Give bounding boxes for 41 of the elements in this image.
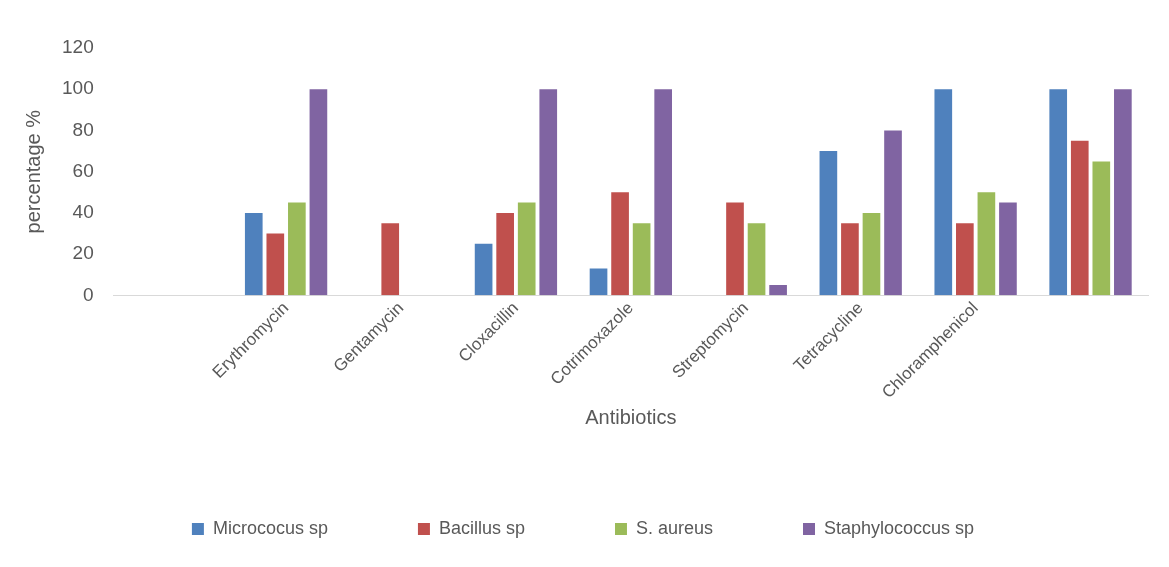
y-tick-label: 60 — [72, 159, 94, 181]
bar — [884, 130, 902, 296]
y-tick-label: 100 — [62, 77, 94, 99]
bar — [496, 212, 514, 296]
bar — [1049, 89, 1068, 296]
bar — [1092, 161, 1111, 296]
y-tick-label: 20 — [72, 242, 94, 264]
bar — [309, 89, 328, 296]
bar — [956, 223, 974, 296]
y-axis-title: percentage % — [21, 109, 44, 234]
bar — [266, 233, 285, 296]
bar — [819, 151, 838, 296]
bar — [654, 89, 673, 296]
legend-label: Micrococus sp — [212, 517, 328, 538]
bar — [1070, 140, 1089, 296]
bar — [517, 202, 536, 296]
bar — [288, 202, 306, 296]
bar — [934, 89, 953, 296]
legend-label: Staphylococcus sp — [824, 517, 975, 538]
bar — [999, 202, 1017, 296]
bar — [977, 192, 996, 296]
bar — [841, 223, 859, 296]
bar — [244, 212, 263, 296]
bar — [769, 285, 787, 296]
bar — [1114, 89, 1132, 296]
y-tick-label: 0 — [83, 283, 94, 305]
legend-label: S. aureus — [635, 517, 714, 538]
bar — [474, 243, 493, 296]
bar — [862, 212, 881, 296]
bar — [632, 223, 651, 296]
bar — [589, 268, 608, 296]
x-axis-title: Antibiotics — [585, 405, 677, 428]
y-tick-label: 120 — [62, 36, 94, 58]
bar — [611, 192, 629, 296]
legend-label: Bacillus sp — [438, 517, 525, 538]
bar — [381, 223, 400, 296]
bar — [726, 202, 744, 296]
y-tick-label: 80 — [72, 118, 94, 140]
bar — [539, 89, 558, 296]
y-tick-label: 40 — [72, 201, 94, 223]
bar — [747, 223, 766, 296]
